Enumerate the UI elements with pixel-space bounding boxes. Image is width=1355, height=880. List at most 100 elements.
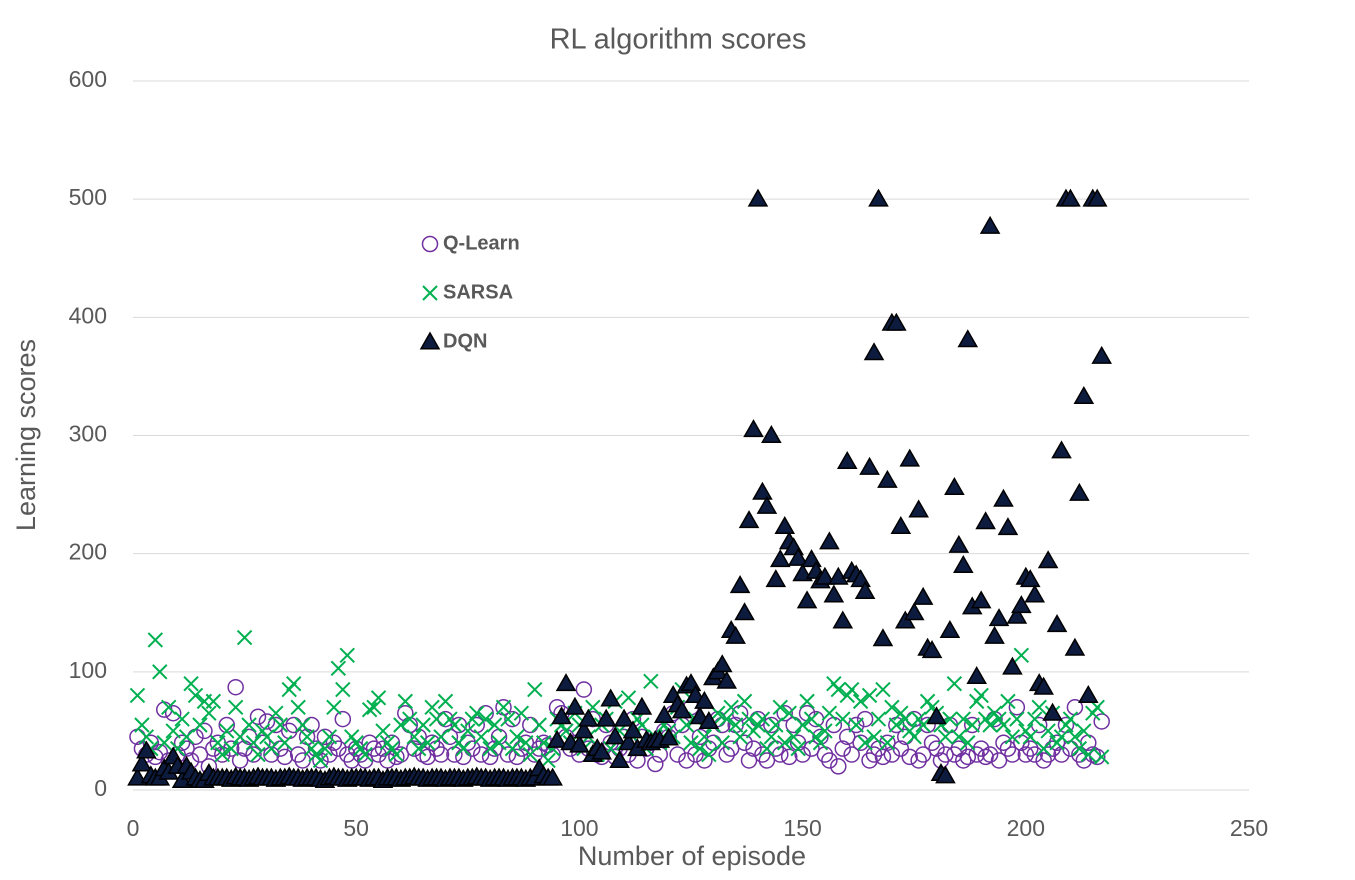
point-stroke: [1093, 749, 1110, 765]
point: [366, 699, 382, 715]
point-stroke: [790, 740, 806, 757]
point: [1078, 684, 1099, 703]
point: [725, 625, 746, 644]
point: [754, 711, 771, 727]
point-stroke: [446, 717, 463, 733]
point: [299, 729, 315, 745]
point: [765, 569, 787, 588]
point: [551, 706, 572, 725]
point: [685, 684, 706, 703]
point: [178, 729, 195, 745]
point-stroke: [986, 705, 1003, 721]
point-stroke: [736, 693, 753, 710]
point: [817, 723, 833, 739]
point: [781, 705, 797, 721]
point: [437, 710, 454, 728]
point-stroke: [1000, 693, 1016, 710]
point: [191, 746, 209, 763]
point: [1002, 656, 1023, 675]
point: [500, 711, 516, 727]
point: [1071, 740, 1088, 757]
point: [723, 699, 739, 715]
x-axis-title: Number of episode: [578, 841, 806, 871]
point: [1004, 746, 1021, 763]
point-stroke: [1071, 740, 1088, 757]
x-tick-label: 200: [1007, 815, 1045, 841]
point-stroke: [879, 735, 896, 751]
point: [796, 590, 818, 609]
point-stroke: [361, 701, 378, 718]
point-stroke: [919, 693, 936, 710]
point: [951, 729, 967, 745]
point-stroke: [500, 711, 516, 727]
point-stroke: [129, 687, 146, 704]
point-stroke: [254, 723, 271, 739]
point-stroke: [357, 746, 373, 763]
point: [578, 708, 599, 727]
point-stroke: [852, 693, 869, 710]
point-stroke: [419, 735, 436, 751]
point-stroke: [1067, 729, 1083, 745]
point-stroke: [692, 740, 708, 757]
point-stroke: [428, 711, 445, 727]
point: [812, 735, 829, 751]
point: [899, 448, 921, 467]
point: [575, 681, 593, 698]
point: [272, 717, 289, 733]
point-stroke: [754, 711, 771, 727]
point: [155, 701, 173, 718]
point: [997, 517, 1019, 536]
point-stroke: [906, 729, 922, 745]
point: [147, 632, 164, 648]
point: [1011, 595, 1032, 614]
point: [508, 748, 526, 766]
point: [321, 729, 338, 745]
point: [692, 740, 708, 757]
point: [830, 681, 847, 698]
point-stroke: [491, 735, 507, 751]
point: [785, 729, 802, 745]
point-stroke: [937, 729, 954, 745]
point: [937, 746, 954, 763]
point-stroke: [558, 723, 574, 739]
point: [522, 746, 539, 763]
point: [928, 740, 945, 757]
point: [173, 734, 191, 751]
point: [131, 753, 153, 772]
point: [491, 735, 507, 751]
point: [819, 531, 840, 550]
point-stroke: [830, 681, 847, 698]
point: [768, 717, 784, 733]
point: [745, 740, 762, 757]
point-stroke: [232, 729, 248, 745]
point: [392, 746, 410, 763]
point: [957, 329, 979, 348]
legend-label: Q-Learn: [443, 232, 520, 254]
point: [622, 720, 644, 739]
point-stroke: [192, 717, 208, 733]
point-stroke: [330, 660, 347, 676]
point-stroke: [518, 735, 534, 751]
point-stroke: [437, 693, 454, 710]
point: [1031, 699, 1047, 715]
point: [801, 549, 822, 568]
point-stroke: [777, 735, 793, 751]
point-stroke: [312, 752, 329, 769]
y-tick-label: 400: [69, 302, 107, 328]
point: [218, 716, 235, 734]
y-tick-label: 600: [69, 66, 107, 92]
point-stroke: [384, 740, 400, 757]
point: [245, 746, 262, 763]
point: [504, 740, 521, 757]
point: [906, 729, 922, 745]
point-stroke: [214, 746, 230, 763]
point-stroke: [415, 717, 431, 733]
point: [719, 711, 735, 727]
point: [935, 765, 956, 784]
point: [156, 735, 172, 751]
point-stroke: [799, 693, 815, 710]
point-stroke: [768, 717, 784, 733]
point: [433, 729, 449, 745]
point: [960, 735, 976, 751]
point: [763, 729, 780, 745]
